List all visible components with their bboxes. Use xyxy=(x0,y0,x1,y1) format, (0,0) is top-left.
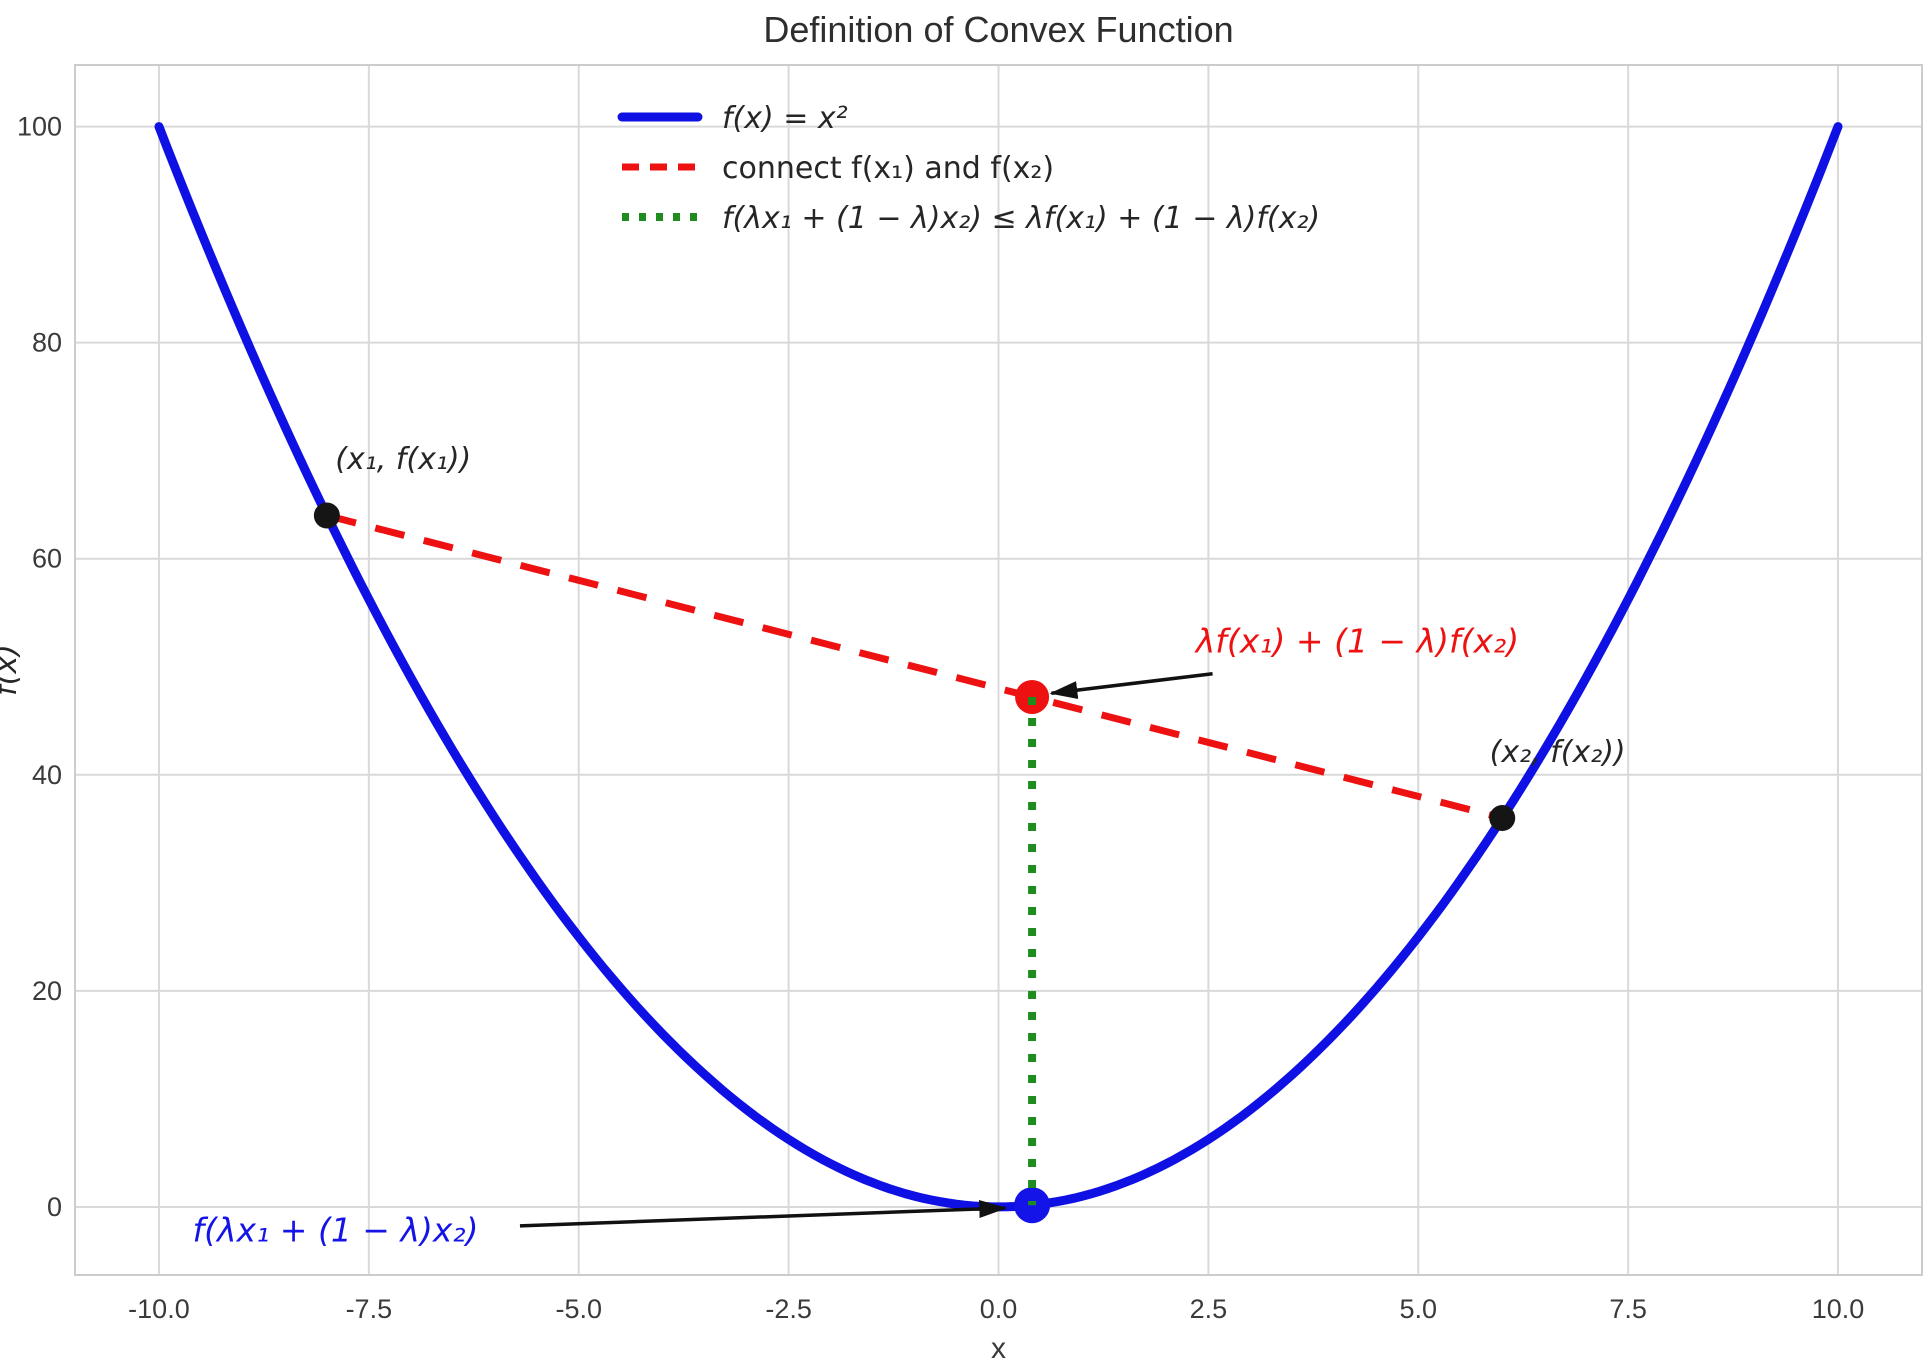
x-tick-label: 7.5 xyxy=(1609,1294,1647,1324)
legend-item-0: f(x) = x² xyxy=(617,101,848,136)
point-x2 xyxy=(1489,805,1516,832)
x-tick-label: 0.0 xyxy=(980,1294,1018,1324)
x-tick-label: -7.5 xyxy=(346,1294,393,1324)
y-tick-label: 0 xyxy=(47,1192,62,1222)
y-tick-label: 40 xyxy=(32,760,62,790)
plot-border xyxy=(74,64,1923,1276)
y-tick-label: 60 xyxy=(32,544,62,574)
point-x1-label: (x₁, f(x₁)) xyxy=(335,442,471,477)
chart-title: Definition of Convex Function xyxy=(763,9,1233,50)
legend-label: connect f(x₁) and f(x₂) xyxy=(722,151,1054,186)
y-tick-label: 20 xyxy=(32,976,62,1006)
x-tick-label: -2.5 xyxy=(765,1294,812,1324)
legend: f(x) = x² connect f(x₁) and f(x₂) f(λx₁ + … xyxy=(617,101,1320,236)
x-tick-label: 5.0 xyxy=(1399,1294,1437,1324)
x-axis-label: x xyxy=(991,1332,1006,1365)
point-x1 xyxy=(313,502,340,529)
annotation-chord-value-label: λf(x₁) + (1 − λ)f(x₂) xyxy=(1194,622,1519,661)
x-tick-label: -10.0 xyxy=(128,1294,190,1324)
y-axis-label: f(x) xyxy=(0,644,24,696)
x-tick-label: 2.5 xyxy=(1190,1294,1228,1324)
y-tick-label: 80 xyxy=(32,328,62,358)
legend-item-1: connect f(x₁) and f(x₂) xyxy=(622,151,1054,186)
point-x2-label: (x₂, f(x₂)) xyxy=(1490,735,1626,770)
x-tick-label: 10.0 xyxy=(1812,1294,1865,1324)
legend-label: f(x) = x² xyxy=(722,101,848,136)
y-tick-label: 100 xyxy=(17,112,62,142)
x-tick-label: -5.0 xyxy=(555,1294,602,1324)
legend-label: f(λx₁ + (1 − λ)x₂) ≤ λf(x₁) + (1 − λ)f(x… xyxy=(722,201,1320,236)
chord-dashed-line xyxy=(325,512,1504,822)
annotation-curve-value-arrow xyxy=(519,1199,1008,1228)
legend-item-2: f(λx₁ + (1 − λ)x₂) ≤ λf(x₁) + (1 − λ)f(x… xyxy=(622,201,1320,236)
annotation-chord-value-arrow xyxy=(1049,672,1213,700)
annotation-curve-value-label: f(λx₁ + (1 − λ)x₂) xyxy=(193,1211,479,1250)
